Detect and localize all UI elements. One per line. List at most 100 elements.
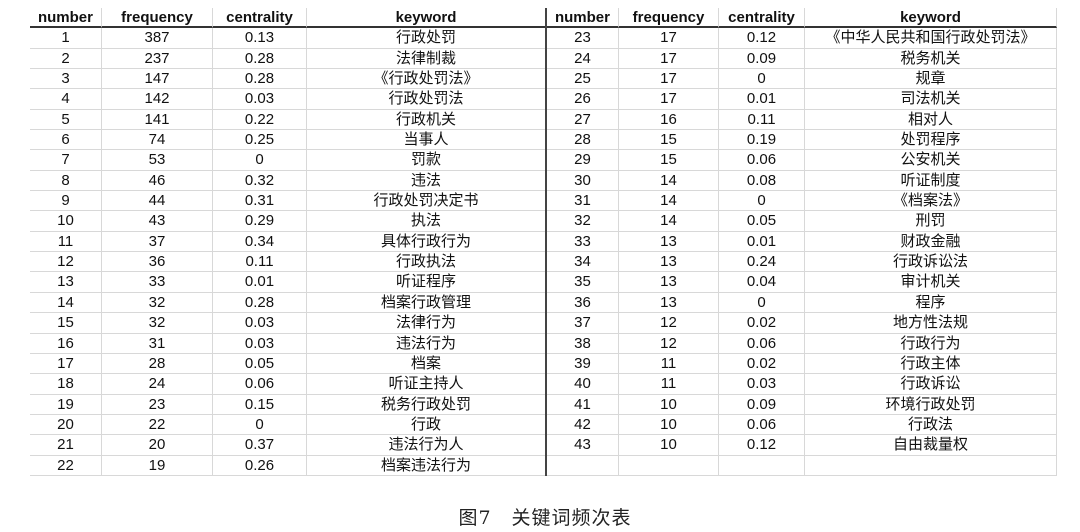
cell-number: 27	[547, 109, 619, 131]
cell-keyword: 司法机关	[805, 89, 1057, 110]
cell-frequency: 31	[102, 333, 213, 354]
cell-frequency: 16	[619, 109, 719, 131]
cell-number: 16	[30, 333, 102, 354]
cell-number: 38	[547, 333, 619, 354]
cell-keyword: 行政机关	[307, 110, 545, 131]
cell-centrality: 0.06	[213, 374, 307, 395]
cell-frequency: 23	[102, 394, 213, 415]
header-centrality: centrality	[213, 8, 307, 29]
cell-number: 22	[30, 455, 102, 476]
cell-number: 30	[547, 170, 619, 192]
cell-centrality: 0.37	[213, 435, 307, 456]
cell-keyword: 当事人	[307, 130, 545, 151]
cell-centrality: 0.05	[213, 353, 307, 375]
cell-number: 37	[547, 313, 619, 334]
cell-frequency: 43	[102, 211, 213, 232]
cell-number: 35	[547, 272, 619, 293]
cell-number: 21	[30, 435, 102, 456]
cell-number: 9	[30, 191, 102, 212]
cell-number: 17	[30, 353, 102, 375]
cell-keyword: 《档案法》	[805, 191, 1057, 212]
cell-keyword: 公安机关	[805, 150, 1057, 171]
cell-keyword: 程序	[805, 292, 1057, 314]
cell-frequency: 17	[619, 89, 719, 110]
cell-frequency: 53	[102, 150, 213, 171]
cell-keyword: 法律制裁	[307, 49, 545, 70]
cell-centrality: 0.29	[213, 211, 307, 232]
cell-number: 14	[30, 292, 102, 314]
cell-frequency: 237	[102, 48, 213, 70]
cell-keyword: 违法行为人	[307, 435, 545, 456]
cell-centrality: 0.03	[213, 313, 307, 334]
cell-number: 20	[30, 414, 102, 436]
cell-keyword: 法律行为	[307, 313, 545, 334]
cell-centrality: 0.34	[213, 231, 307, 253]
cell-frequency: 141	[102, 109, 213, 131]
header-keyword: keyword	[307, 8, 545, 29]
cell-keyword: 罚款	[307, 150, 545, 171]
cell-keyword: 财政金融	[805, 231, 1057, 253]
cell-centrality: 0.15	[213, 394, 307, 415]
cell-keyword: 审计机关	[805, 272, 1057, 293]
cell-number: 33	[547, 231, 619, 253]
cell-keyword: 违法	[307, 171, 545, 192]
header-frequency: frequency	[619, 8, 719, 29]
header-number: number	[30, 8, 102, 29]
cell-centrality: 0.12	[719, 435, 805, 456]
cell-frequency: 12	[619, 313, 719, 334]
cell-frequency	[619, 455, 719, 476]
cell-frequency: 17	[619, 48, 719, 70]
cell-number: 5	[30, 109, 102, 131]
cell-number: 42	[547, 414, 619, 436]
cell-centrality: 0	[719, 292, 805, 314]
cell-frequency: 17	[619, 28, 719, 49]
cell-frequency: 13	[619, 292, 719, 314]
cell-centrality: 0.24	[719, 252, 805, 273]
cell-frequency: 20	[102, 435, 213, 456]
cell-frequency: 14	[619, 170, 719, 192]
cell-frequency: 74	[102, 130, 213, 151]
cell-frequency: 24	[102, 374, 213, 395]
caption-title: 关键词频次表	[511, 507, 632, 529]
header-number: number	[547, 8, 619, 29]
cell-frequency: 11	[619, 353, 719, 375]
cell-keyword: 税务行政处罚	[307, 395, 545, 415]
cell-keyword: 档案	[307, 354, 545, 375]
cell-centrality: 0.11	[213, 252, 307, 273]
cell-centrality: 0.01	[213, 272, 307, 293]
cell-number: 24	[547, 48, 619, 70]
cell-number: 19	[30, 394, 102, 415]
cell-keyword: 规章	[805, 69, 1057, 90]
cell-number: 4	[30, 89, 102, 110]
cell-centrality: 0.02	[719, 353, 805, 375]
cell-number: 7	[30, 150, 102, 171]
cell-centrality: 0.26	[213, 455, 307, 476]
cell-centrality: 0.06	[719, 333, 805, 354]
cell-number: 13	[30, 272, 102, 293]
cell-frequency: 13	[619, 272, 719, 293]
cell-number: 40	[547, 374, 619, 395]
cell-keyword: 具体行政行为	[307, 232, 545, 253]
cell-frequency: 44	[102, 191, 213, 212]
cell-frequency: 32	[102, 313, 213, 334]
cell-keyword: 行政处罚决定书	[307, 191, 545, 212]
caption-label: 图7	[458, 507, 492, 529]
cell-centrality: 0.28	[213, 292, 307, 314]
cell-centrality: 0.03	[213, 89, 307, 110]
cell-centrality: 0	[719, 69, 805, 90]
header-frequency: frequency	[102, 8, 213, 29]
cell-centrality: 0.02	[719, 313, 805, 334]
cell-centrality: 0.03	[719, 374, 805, 395]
cell-keyword: 《中华人民共和国行政处罚法》	[805, 28, 1057, 49]
cell-centrality: 0.31	[213, 191, 307, 212]
cell-frequency: 28	[102, 353, 213, 375]
cell-frequency: 147	[102, 69, 213, 90]
cell-number: 39	[547, 353, 619, 375]
cell-number	[547, 455, 619, 476]
cell-keyword: 刑罚	[805, 211, 1057, 232]
header-keyword: keyword	[805, 8, 1057, 29]
cell-centrality: 0	[719, 191, 805, 212]
cell-frequency: 13	[619, 231, 719, 253]
cell-keyword: 执法	[307, 211, 545, 232]
cell-frequency: 14	[619, 191, 719, 212]
